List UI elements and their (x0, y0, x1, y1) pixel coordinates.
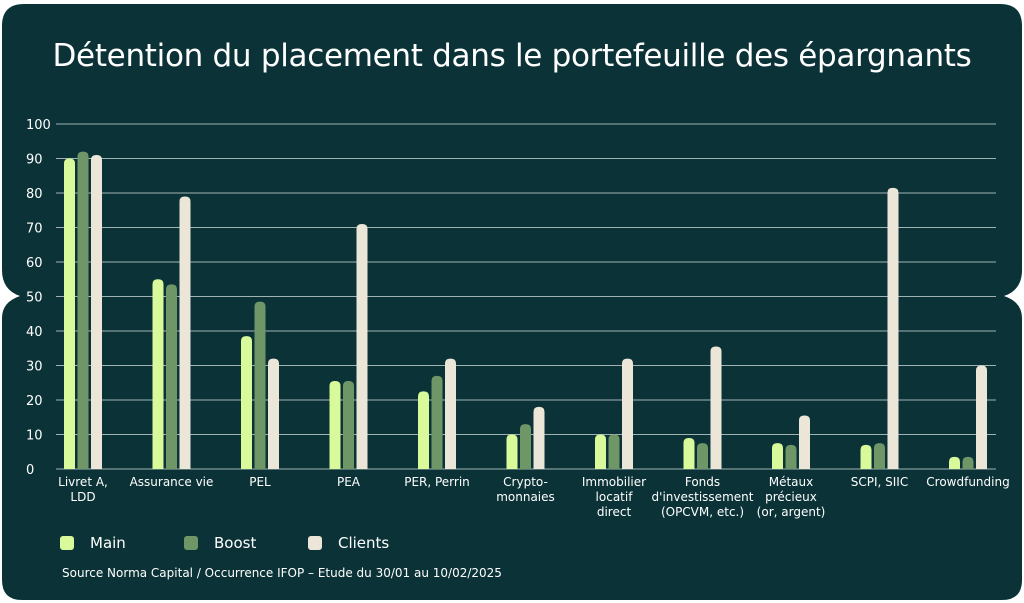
y-tick-label: 10 (26, 429, 43, 444)
source-note: Source Norma Capital / Occurrence IFOP –… (62, 566, 502, 580)
bar-boost (431, 375, 443, 469)
bar-clients (622, 358, 633, 469)
x-tick-label: locatif (596, 490, 634, 504)
bar-boost (520, 424, 531, 469)
bar-boost (166, 284, 177, 469)
bar-boost (697, 443, 708, 469)
x-tick-label: PEA (337, 475, 361, 489)
bar-clients (91, 155, 102, 470)
bar-clients (710, 346, 722, 469)
bar-boost (874, 443, 885, 469)
bar-clients (976, 365, 987, 469)
legend-label-boost: Boost (214, 534, 257, 552)
y-tick-label: 70 (26, 222, 43, 237)
bar-main (595, 434, 606, 469)
bar-main (949, 456, 960, 469)
bar-clients (799, 415, 810, 469)
x-tick-label: monnaies (496, 490, 555, 504)
bar-main (64, 158, 75, 469)
legend-item-boost: Boost (184, 534, 308, 552)
bar-clients (268, 358, 279, 469)
x-tick-label: Immobilier (582, 475, 646, 489)
bar-clients (356, 224, 368, 469)
legend-item-clients: Clients (308, 534, 432, 552)
bar-boost (962, 456, 974, 469)
x-tick-label: SCPI, SIIC (851, 475, 908, 489)
bar-main (506, 434, 518, 469)
x-tick-label: Assurance vie (130, 475, 214, 489)
legend-swatch-boost (184, 536, 198, 550)
y-tick-label: 20 (26, 394, 43, 409)
bar-boost (343, 381, 354, 469)
chart-title: Détention du placement dans le portefeui… (52, 38, 972, 74)
legend-item-main: Main (60, 534, 184, 552)
bar-main (860, 444, 872, 469)
x-tick-label: PER, Perrin (404, 475, 470, 489)
x-tick-label: Livret A, (58, 475, 108, 489)
y-tick-label: 60 (26, 256, 43, 271)
bar-main (683, 437, 695, 469)
bar-main (152, 279, 164, 469)
x-tick-label: PEL (249, 475, 271, 489)
y-tick-label: 90 (26, 153, 43, 168)
legend-swatch-clients (308, 536, 322, 550)
y-tick-label: 100 (26, 118, 51, 133)
x-tick-label: d'investissement (652, 490, 754, 504)
y-tick-label: 30 (26, 360, 43, 375)
x-tick-label: précieux (765, 490, 817, 504)
bar-boost (254, 301, 266, 469)
x-tick-label: (or, argent) (757, 505, 826, 519)
x-tick-label: Fonds (685, 475, 720, 489)
y-tick-label: 50 (26, 291, 43, 306)
legend-swatch-main (60, 536, 74, 550)
x-tick-label: direct (597, 505, 632, 519)
bar-clients (179, 196, 191, 469)
y-tick-label: 0 (26, 463, 34, 478)
x-tick-label: LDD (70, 490, 95, 504)
bar-clients (533, 406, 545, 469)
y-tick-label: 40 (26, 325, 43, 340)
bar-boost (785, 444, 797, 469)
bar-main (418, 391, 429, 469)
x-tick-label: (OPCVM, etc.) (661, 505, 744, 519)
bar-clients (887, 187, 899, 469)
legend-label-main: Main (90, 534, 126, 552)
x-tick-label: Métaux (769, 475, 814, 489)
y-tick-label: 80 (26, 187, 43, 202)
plot-area: 0 10 20 30 40 50 60 70 80 90 100 Livret A,LDD Assura… (26, 118, 1010, 519)
x-tick-label: Crowdfunding (926, 475, 1009, 489)
bar-clients (445, 358, 456, 469)
bar-boost (77, 151, 89, 469)
legend-label-clients: Clients (338, 534, 390, 552)
bar-main (772, 443, 783, 469)
bar-main (241, 336, 252, 469)
bar-boost (608, 434, 620, 469)
bar-main (329, 381, 341, 469)
legend: Main Boost Clients (60, 534, 432, 552)
x-tick-label: Crypto- (503, 475, 548, 489)
